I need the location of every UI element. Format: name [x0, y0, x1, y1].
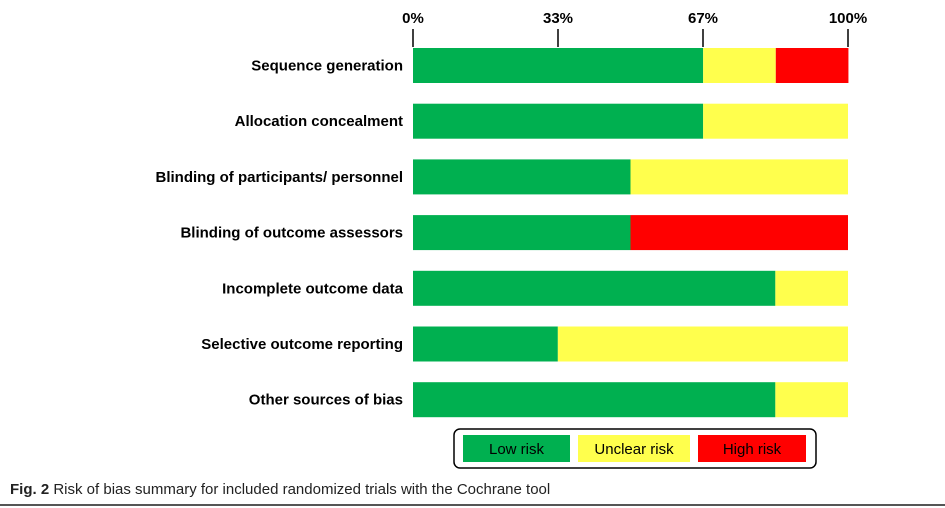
- bar-segment-low-risk: [413, 159, 631, 195]
- bar-segment-unclear-risk: [775, 270, 848, 306]
- row-label: Blinding of participants/ personnel: [155, 169, 403, 186]
- x-tick-label: 67%: [688, 10, 718, 27]
- bar-segment-low-risk: [413, 48, 704, 83]
- legend-label: Unclear risk: [594, 441, 674, 458]
- legend-swatch-low-risk: [463, 435, 570, 462]
- bar-segment-low-risk: [413, 382, 776, 418]
- bar-segment-unclear-risk: [630, 159, 848, 195]
- figure-caption-label: Fig. 2: [10, 481, 50, 498]
- row-label: Sequence generation: [251, 58, 403, 75]
- row-label: Allocation concealment: [235, 113, 403, 130]
- row-label: Selective outcome reporting: [201, 336, 403, 353]
- x-tick-label: 0%: [402, 10, 424, 27]
- legend: Low risk Unclear risk High risk: [453, 428, 817, 469]
- row-labels: Sequence generation Allocation concealmen…: [155, 58, 403, 409]
- bar-segment-low-risk: [413, 326, 558, 362]
- bar-segment-low-risk: [413, 270, 776, 306]
- legend-label: High risk: [723, 441, 782, 458]
- bar-segment-unclear-risk: [703, 48, 776, 83]
- legend-swatch-unclear-risk: [578, 435, 690, 462]
- row-label: Other sources of bias: [249, 392, 403, 409]
- x-axis-ticks: 0% 33% 67% 100%: [402, 10, 867, 47]
- figure-caption-text: Risk of bias summary for included random…: [49, 481, 551, 498]
- row-label: Blinding of outcome assessors: [180, 225, 403, 242]
- bar-segment-low-risk: [413, 215, 631, 251]
- x-tick-label: 100%: [829, 10, 867, 27]
- bar-segment-high-risk: [630, 215, 848, 251]
- bottom-divider: [0, 504, 945, 506]
- legend-swatch-high-risk: [698, 435, 806, 462]
- x-tick-label: 33%: [543, 10, 573, 27]
- row-label: Incomplete outcome data: [222, 280, 404, 297]
- bar-segment-unclear-risk: [557, 326, 848, 362]
- bar-segment-low-risk: [413, 103, 704, 139]
- stacked-bars: [413, 48, 849, 418]
- bar-segment-high-risk: [775, 48, 849, 83]
- bar-segment-unclear-risk: [703, 103, 848, 139]
- legend-label: Low risk: [489, 441, 545, 458]
- figure-caption: Fig. 2 Risk of bias summary for included…: [10, 481, 550, 498]
- risk-of-bias-chart: 0% 33% 67% 100% Sequence generation Allocati…: [155, 10, 867, 469]
- bar-segment-unclear-risk: [775, 382, 848, 418]
